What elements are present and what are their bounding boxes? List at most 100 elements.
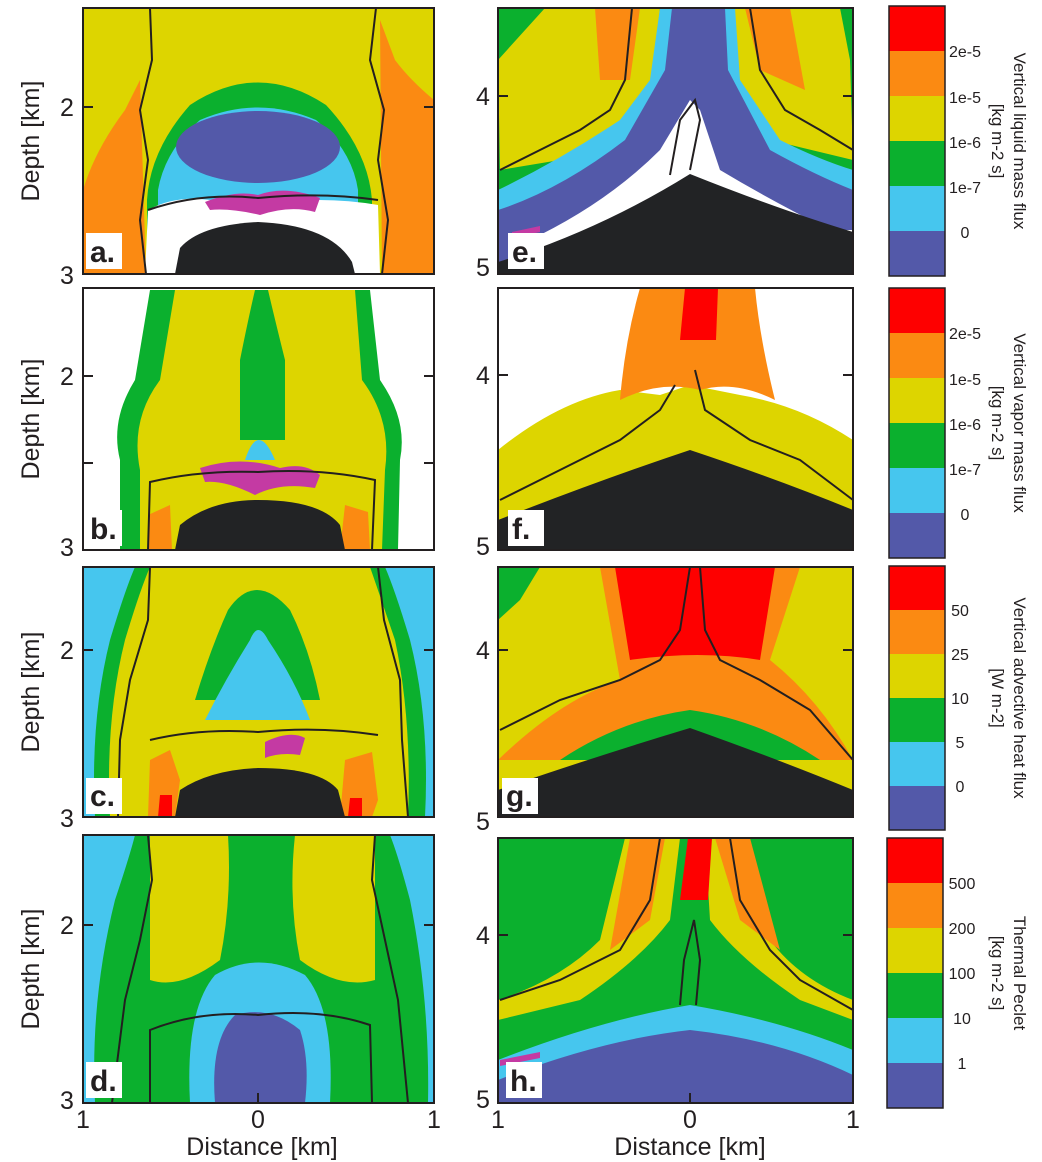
right-axis-ticks xyxy=(497,95,854,1103)
colorbar-2-label-3: 1e-7 xyxy=(949,462,981,479)
colorbar-4-yellow xyxy=(887,928,943,973)
panel-d-contour-right xyxy=(370,834,409,1104)
panel-h-contour-left xyxy=(499,837,661,1001)
panel-d-letter: d. xyxy=(90,1065,117,1098)
colorbar-4-label-0: 500 xyxy=(949,876,976,893)
panel-b-letter-box xyxy=(86,510,122,546)
panel-b-frame xyxy=(82,287,435,551)
panel-e-contour-right xyxy=(749,7,854,151)
colorbar-1-label-1: 1e-5 xyxy=(949,90,981,107)
xlabel-left: Distance [km] xyxy=(186,1133,337,1161)
colorbar-3-orange xyxy=(889,610,945,654)
panel-c-red-right xyxy=(348,798,362,817)
panel-h-frame xyxy=(497,837,854,1104)
tick-label-g-4: 4 xyxy=(476,637,490,665)
panel-e-contour-center xyxy=(669,97,702,176)
panel-d-contour-left xyxy=(111,834,154,1104)
colorbar-3-frame xyxy=(888,565,946,831)
colorbar-1-blue xyxy=(889,231,945,276)
panel-c-red-left xyxy=(158,795,172,817)
panel-d-yellow-right xyxy=(292,835,375,983)
panel-d-letter-box xyxy=(86,1062,122,1098)
panel-g-red-core xyxy=(615,567,775,660)
panel-g-intrusion xyxy=(498,728,853,817)
panel-h-letter-box xyxy=(506,1062,542,1098)
colorbar-2-unit: [kg m-2 s] xyxy=(988,386,1007,461)
colorbar-2-green xyxy=(889,423,945,468)
panel-g-frame xyxy=(497,566,854,818)
panel-f-orange-plume xyxy=(620,288,775,400)
colorbar-4-label-2: 100 xyxy=(949,966,976,983)
tick-label-b-2: 2 xyxy=(60,363,74,391)
colorbar-2-label-1: 1e-5 xyxy=(949,372,981,389)
colorbar-3-green xyxy=(889,698,945,742)
panel-b-intrusion xyxy=(175,500,345,550)
colorbar-4-label-3: 10 xyxy=(953,1011,971,1028)
colorbar-3-label-0: 50 xyxy=(951,603,969,620)
panel-b-green-core xyxy=(240,290,285,440)
colorbar-4-frame xyxy=(886,837,944,1109)
panel-b: b. xyxy=(82,287,435,551)
colorbar-4-red xyxy=(887,838,943,883)
colorbar-4: 500 200 100 10 1 Thermal Peclet [kg m-2 … xyxy=(886,837,1029,1109)
colorbar-2-cyan xyxy=(889,468,945,513)
x-tick-labels: 1 0 1 1 0 1 xyxy=(76,1106,860,1134)
panel-b-orange-left xyxy=(148,505,172,550)
colorbar-1-label-3: 1e-7 xyxy=(949,180,981,197)
panel-h: h. xyxy=(497,837,854,1104)
axis-titles: Depth [km] Depth [km] Depth [km] Depth [… xyxy=(17,81,766,1161)
tick-label-d-2: 2 xyxy=(60,912,74,940)
panel-e-intrusion xyxy=(498,174,853,274)
tick-label-h-4: 4 xyxy=(476,922,490,950)
colorbar-1-label-2: 1e-6 xyxy=(949,135,981,152)
panel-c-contour-right xyxy=(377,566,409,818)
panel-f-intrusion xyxy=(498,450,853,550)
tick-label-g-5: 5 xyxy=(476,808,490,836)
tick-label-a-2: 2 xyxy=(60,94,74,122)
panel-c-magenta-band xyxy=(265,734,305,758)
colorbar-3-unit: [W m-2] xyxy=(988,668,1007,728)
panel-h-contour-right xyxy=(729,837,854,1011)
panel-g: g. xyxy=(497,566,854,818)
panel-c: c. xyxy=(82,566,435,818)
tick-label-d-3: 3 xyxy=(60,1087,74,1115)
panel-g-letter: g. xyxy=(506,780,533,813)
panel-f-letter: f. xyxy=(512,513,530,546)
colorbar-2: 2e-5 1e-5 1e-6 1e-7 0 Vertical vapor mas… xyxy=(888,287,1029,559)
colorbar-1-red xyxy=(889,6,945,51)
colorbar-4-label-1: 200 xyxy=(949,921,976,938)
colorbar-1-label-0: 2e-5 xyxy=(949,44,981,61)
panel-g-green-corner xyxy=(498,567,540,620)
tick-label-b-3: 3 xyxy=(60,534,74,562)
panel-b-magenta-band xyxy=(200,461,320,495)
colorbar-1-unit: [kg m-2 s] xyxy=(988,104,1007,179)
panel-f: f. xyxy=(497,287,854,551)
panel-b-orange-right xyxy=(340,505,370,550)
panel-a-orange-right xyxy=(380,20,434,274)
x-tick-right-0: 0 xyxy=(683,1106,697,1134)
panel-c-letter-box xyxy=(86,778,122,814)
colorbar-2-frame xyxy=(888,287,946,559)
colorbar-4-label-4: 1 xyxy=(958,1056,967,1073)
panel-b-contour-cap xyxy=(147,470,377,551)
panel-h-red-center xyxy=(680,838,712,900)
tick-label-f-4: 4 xyxy=(476,362,490,390)
panel-f-contour-left xyxy=(499,384,676,501)
colorbar-3-label-1: 25 xyxy=(951,647,969,664)
colorbar-3-yellow xyxy=(889,654,945,698)
panel-e-contour-left xyxy=(499,7,633,171)
colorbar-3-title: Vertical advective heat flux xyxy=(1010,597,1029,799)
panel-c-intrusion xyxy=(175,768,345,817)
x-tick-right-1r: 1 xyxy=(846,1106,860,1134)
x-tick-left-0: 0 xyxy=(251,1106,265,1134)
panel-f-frame xyxy=(497,287,854,551)
colorbar-1-label-4: 0 xyxy=(961,225,970,242)
panel-c-cyan-core xyxy=(205,630,310,720)
colorbar-3-red xyxy=(889,566,945,610)
left-tick-labels: 2 3 2 3 2 3 2 3 xyxy=(60,94,74,1115)
panel-h-orange-right xyxy=(715,838,780,950)
colorbar-3-cyan xyxy=(889,742,945,786)
panel-f-letter-box xyxy=(508,510,544,546)
panel-e-orange-left xyxy=(595,8,640,80)
